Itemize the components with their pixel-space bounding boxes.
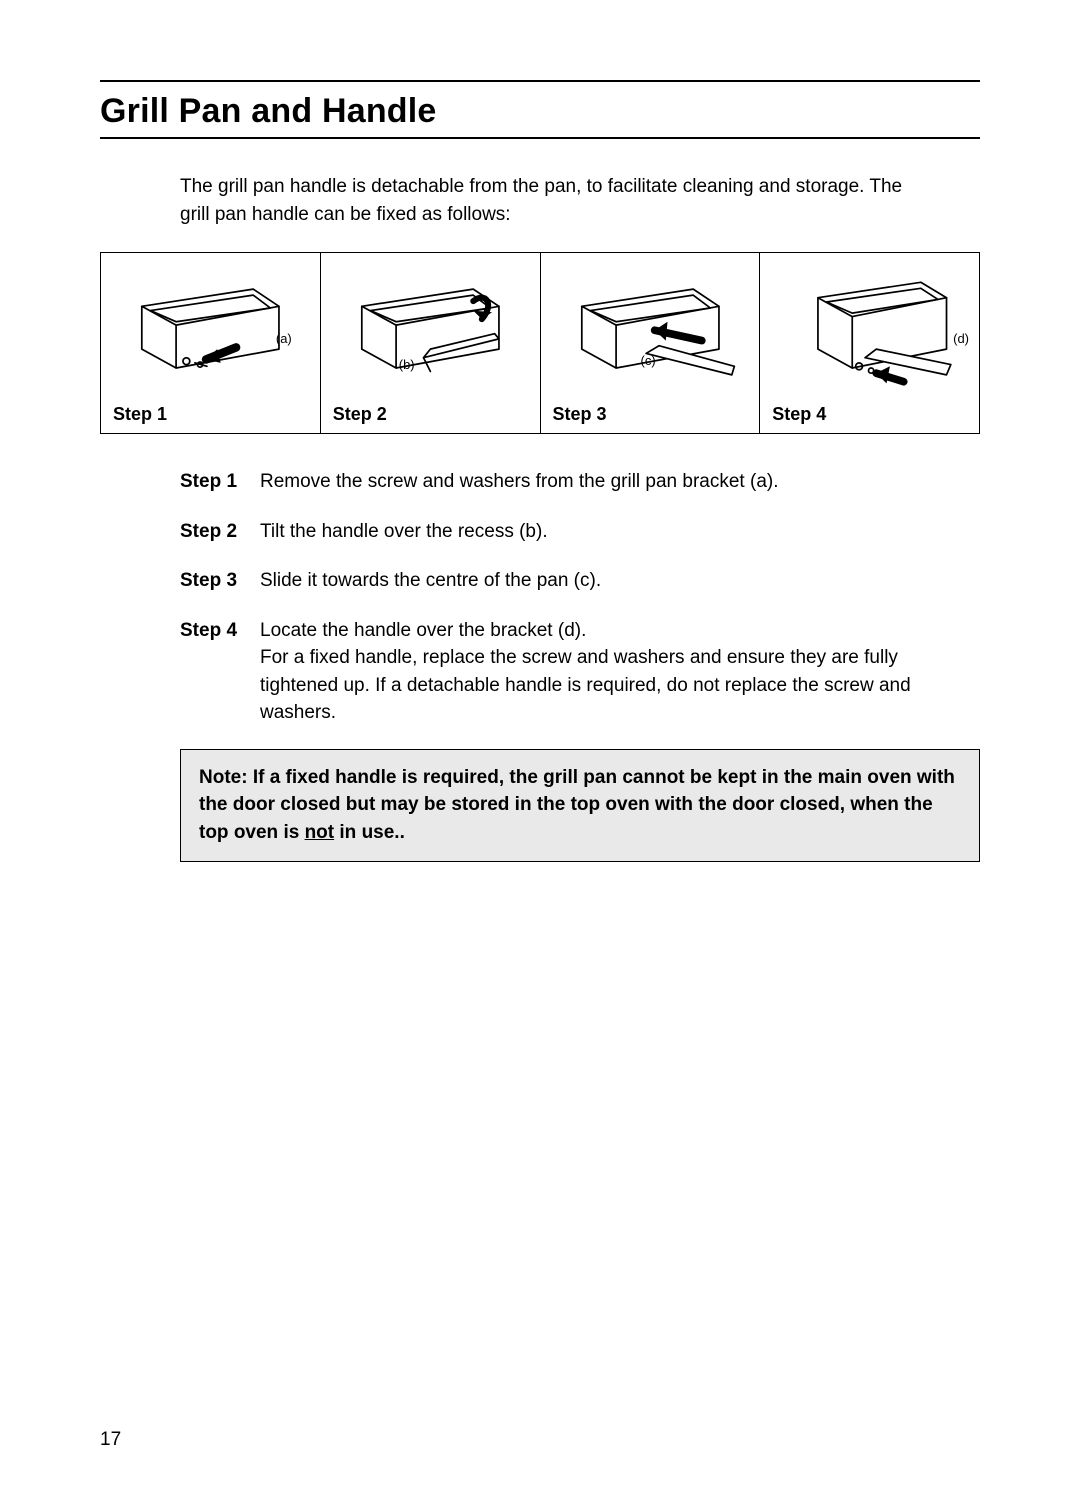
step-row: Step 2 Tilt the handle over the recess (… [180,518,980,546]
diagram-svg-step-3 [547,259,754,404]
diagram-svg-step-4 [766,259,973,404]
diagram-cell-step-4: (d) Step 4 [760,253,980,433]
step-key-2: Step 2 [180,518,260,546]
grill-pan-illustration-c [547,272,754,392]
step-row: Step 4 Locate the handle over the bracke… [180,617,980,727]
step-text-2: Tilt the handle over the recess (b). [260,518,920,546]
step-row: Step 1 Remove the screw and washers from… [180,468,980,496]
step-key-3: Step 3 [180,567,260,595]
diagram-cell-step-3: (c) Step 3 [541,253,761,433]
page-number: 17 [100,1429,121,1451]
diagram-step-label-4: Step 4 [766,404,973,425]
note-underlined-word: not [305,822,335,843]
grill-pan-illustration-b [327,272,534,392]
diagram-row: (a) Step 1 [100,252,980,434]
diagram-cell-step-2: (b) Step 2 [321,253,541,433]
diagram-cell-step-1: (a) Step 1 [101,253,321,433]
step-text-1: Remove the screw and washers from the gr… [260,468,920,496]
diagram-step-label-3: Step 3 [547,404,754,425]
step-key-4: Step 4 [180,617,260,727]
top-rule [100,80,980,82]
title-underline-rule [100,137,980,139]
diagram-svg-step-2 [327,259,534,404]
note-suffix: in use.. [334,822,405,843]
diagram-marker-c: (c) [641,353,656,368]
diagram-marker-a: (a) [276,331,292,346]
diagram-marker-d: (d) [953,331,969,346]
step-row: Step 3 Slide it towards the centre of th… [180,567,980,595]
step-key-1: Step 1 [180,468,260,496]
diagram-step-label-1: Step 1 [107,404,314,425]
section-title: Grill Pan and Handle [100,92,980,131]
step-text-4: Locate the handle over the bracket (d). … [260,617,920,727]
step-instructions: Step 1 Remove the screw and washers from… [180,468,980,727]
diagram-step-label-2: Step 2 [327,404,534,425]
step-text-3: Slide it towards the centre of the pan (… [260,567,920,595]
intro-paragraph: The grill pan handle is detachable from … [180,173,920,228]
grill-pan-illustration-d [766,272,973,392]
note-box: Note: If a fixed handle is required, the… [180,749,980,862]
diagram-marker-b: (b) [399,357,415,372]
manual-page: Grill Pan and Handle The grill pan handl… [0,0,1080,1511]
